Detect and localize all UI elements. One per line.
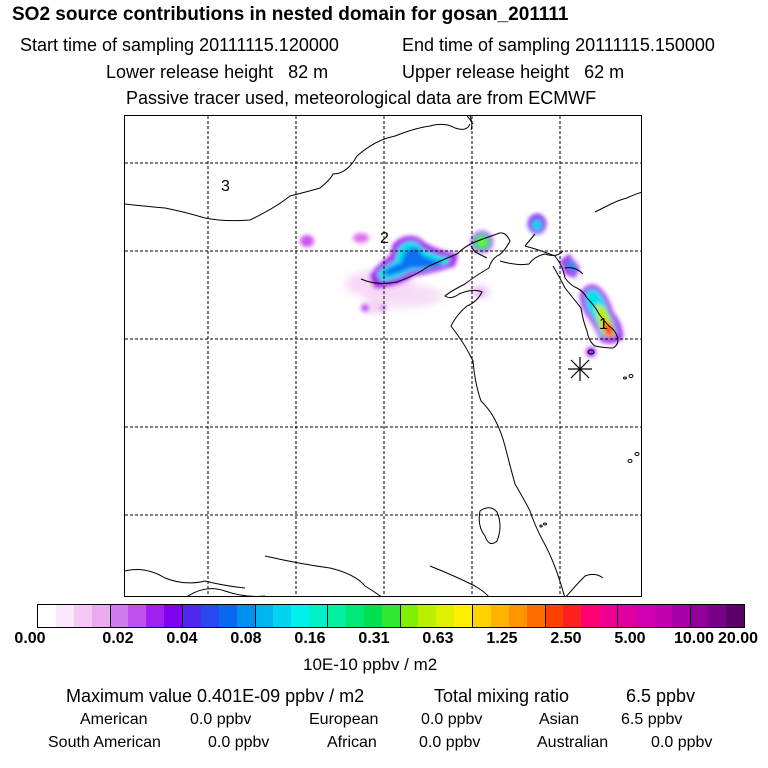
colorbar-swatch xyxy=(255,605,274,627)
colorbar-tick-2: 0.04 xyxy=(166,630,198,647)
region-name-australian: Australian xyxy=(537,734,609,751)
colorbar-units: 10E-10 ppbv / m2 xyxy=(303,655,438,674)
colorbar-swatch xyxy=(635,605,654,627)
region-name-european: European xyxy=(309,711,379,728)
total-mixing-label: Total mixing ratio xyxy=(434,686,570,706)
region-name-african: African xyxy=(327,734,377,751)
region-value-african: 0.0 ppbv xyxy=(419,734,481,751)
colorbar-swatch xyxy=(618,605,636,627)
colorbar-swatch xyxy=(671,605,691,627)
tracer-note: Passive tracer used, meteorological data… xyxy=(126,88,597,108)
colorbar-swatch xyxy=(55,605,74,627)
start-time-label: Start time of sampling 20111115.120000 xyxy=(20,35,339,55)
colorbar-tick-6: 0.63 xyxy=(422,630,454,647)
colorbar-swatch xyxy=(726,605,745,627)
colorbar-tick-8: 2.50 xyxy=(550,630,582,647)
colorbar-tick-5: 0.31 xyxy=(358,630,390,647)
region-value-asian: 6.5 ppbv xyxy=(621,711,683,728)
page-title: SO2 source contributions in nested domai… xyxy=(12,4,569,25)
colorbar-swatch xyxy=(490,605,509,627)
grid-lines xyxy=(125,116,641,596)
islands xyxy=(539,349,640,528)
map-canvas: 1 2 3 xyxy=(125,116,641,596)
colorbar-swatch xyxy=(91,605,111,627)
region-name-south-american: South American xyxy=(48,734,161,751)
total-mixing-value: 6.5 ppbv xyxy=(626,686,696,706)
colorbar-swatch xyxy=(291,605,310,627)
colorbar-swatch xyxy=(328,605,346,627)
colorbar-swatch xyxy=(146,605,165,627)
maximum-value-label: Maximum value 0.401E-09 ppbv / m2 xyxy=(66,686,365,706)
colorbar-swatch xyxy=(473,605,491,627)
colorbar-swatch xyxy=(708,605,727,627)
region-name-american: American xyxy=(80,711,148,728)
colorbar-swatch xyxy=(400,605,419,627)
colorbar-swatch xyxy=(128,605,147,627)
colorbar-swatch xyxy=(183,605,201,627)
region-value-american: 0.0 ppbv xyxy=(190,711,252,728)
region-label-1: 1 xyxy=(599,316,608,333)
region-value-european: 0.0 ppbv xyxy=(421,711,483,728)
colorbar-tick-3: 0.08 xyxy=(230,630,262,647)
colorbar-swatch xyxy=(363,605,382,627)
map-panel: 1 2 3 xyxy=(124,115,642,597)
colorbar-swatch xyxy=(164,605,183,627)
asterisk-icon xyxy=(568,357,592,381)
colorbar-swatch xyxy=(38,605,56,627)
lower-release-label: Lower release height 82 m xyxy=(106,62,329,82)
region-name-asian: Asian xyxy=(539,711,580,728)
colorbar-swatch xyxy=(563,605,582,627)
colorbar-tick-7: 1.25 xyxy=(486,630,518,647)
region-value-australian: 0.0 ppbv xyxy=(651,734,713,751)
colorbar-swatch xyxy=(381,605,401,627)
colorbar-swatch xyxy=(345,605,364,627)
colorbar-swatch xyxy=(273,605,292,627)
colorbar-swatch xyxy=(508,605,527,627)
colorbar-swatch xyxy=(526,605,546,627)
colorbar-tick-11: 20.00 xyxy=(717,630,759,647)
colorbar-swatch xyxy=(454,605,473,627)
end-time-label: End time of sampling 20111115.150000 xyxy=(402,35,715,55)
colorbar-swatch xyxy=(200,605,219,627)
colorbar-tick-9: 5.00 xyxy=(614,630,646,647)
colorbar-swatch xyxy=(218,605,237,627)
region-label-2: 2 xyxy=(380,230,389,247)
colorbar-swatch xyxy=(653,605,672,627)
colorbar-swatch xyxy=(436,605,455,627)
colorbar-swatch xyxy=(581,605,600,627)
colorbar-swatch xyxy=(110,605,129,627)
colorbar-swatch xyxy=(599,605,618,627)
colorbar-swatch xyxy=(690,605,709,627)
upper-release-label: Upper release height 62 m xyxy=(402,62,625,82)
colorbar-tick-10: 10.00 xyxy=(673,630,715,647)
colorbar-swatch xyxy=(309,605,328,627)
colorbar-swatch xyxy=(236,605,256,627)
region-value-south-american: 0.0 ppbv xyxy=(208,734,270,751)
colorbar-swatch xyxy=(418,605,437,627)
colorbar-tick-1: 0.02 xyxy=(102,630,134,647)
colorbar-swatch xyxy=(545,605,564,627)
colorbar-tick-0: 0.00 xyxy=(14,630,46,647)
colorbar xyxy=(37,604,745,628)
colorbar-tick-4: 0.16 xyxy=(294,630,326,647)
colorbar-swatch xyxy=(73,605,92,627)
region-label-3: 3 xyxy=(221,178,230,195)
